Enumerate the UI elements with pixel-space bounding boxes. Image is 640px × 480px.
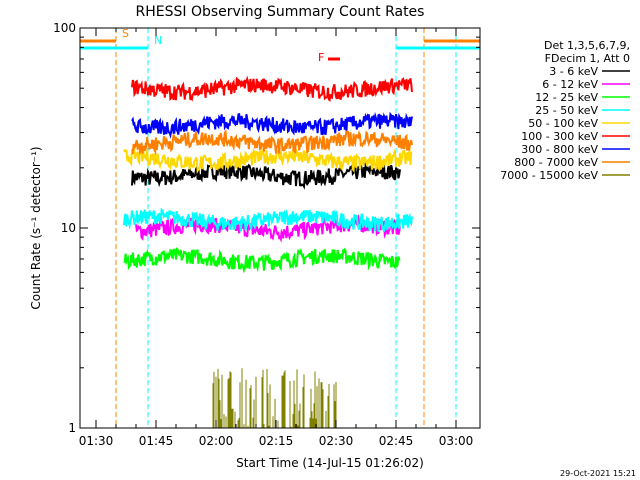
legend-label: 100 - 300 keV [521, 130, 598, 143]
legend-label: 3 - 6 keV [549, 65, 598, 78]
legend-label: 300 - 800 keV [521, 143, 598, 156]
series-trace [123, 147, 413, 174]
y-axis: 1 10 100 [53, 21, 480, 435]
y-tick-label: 1 [68, 421, 76, 435]
annotation-label: N [154, 34, 162, 47]
x-tick-label: 02:45 [379, 434, 414, 448]
legend-label: 7000 - 15000 keV [500, 169, 598, 182]
series-trace [131, 75, 413, 102]
legend-label: 25 - 50 keV [535, 104, 598, 117]
x-tick-label: 02:30 [319, 434, 354, 448]
series-line [212, 368, 337, 428]
annotation-label: S [122, 27, 129, 40]
series-trace [212, 368, 337, 428]
y-tick-label: 100 [53, 21, 76, 35]
series-line [123, 207, 413, 233]
series-line [123, 247, 401, 274]
series-line [123, 147, 413, 174]
x-tick-label: 02:15 [259, 434, 294, 448]
annotation-label: F [318, 51, 324, 64]
series-line [131, 129, 413, 156]
y-tick-label: 10 [61, 221, 76, 235]
x-axis: 01:30 01:45 02:00 02:15 02:30 02:45 03:00 [79, 28, 474, 448]
time-interval-annotations: S N F [80, 27, 480, 64]
x-tick-label: 01:45 [139, 434, 174, 448]
legend-header-2: FDecim 1, Att 0 [545, 52, 630, 65]
legend-label: 12 - 25 keV [535, 91, 598, 104]
legend-header-1: Det 1,3,5,6,7,9, [544, 39, 630, 52]
x-tick-label: 02:00 [199, 434, 234, 448]
x-axis-label: Start Time (14-Jul-15 01:26:02) [236, 456, 424, 470]
x-tick-label: 03:00 [439, 434, 474, 448]
legend-label: 6 - 12 keV [542, 78, 598, 91]
series-trace [131, 129, 413, 156]
series-trace [123, 207, 413, 233]
legend-label: 800 - 7000 keV [514, 156, 598, 169]
x-tick-label: 01:30 [79, 434, 114, 448]
series-trace [123, 247, 401, 274]
series-group [123, 75, 413, 428]
series-line [131, 111, 413, 139]
chart-title: RHESSI Observing Summary Count Rates [136, 4, 425, 20]
legend: Det 1,3,5,6,7,9, FDecim 1, Att 0 3 - 6 k… [500, 39, 630, 182]
y-axis-label: Count Rate (s⁻¹ detector⁻¹) [29, 146, 43, 309]
series-line [131, 75, 413, 102]
generation-timestamp: 29-Oct-2021 15:21 [560, 469, 636, 478]
series-trace [131, 111, 413, 139]
legend-label: 50 - 100 keV [528, 117, 598, 130]
